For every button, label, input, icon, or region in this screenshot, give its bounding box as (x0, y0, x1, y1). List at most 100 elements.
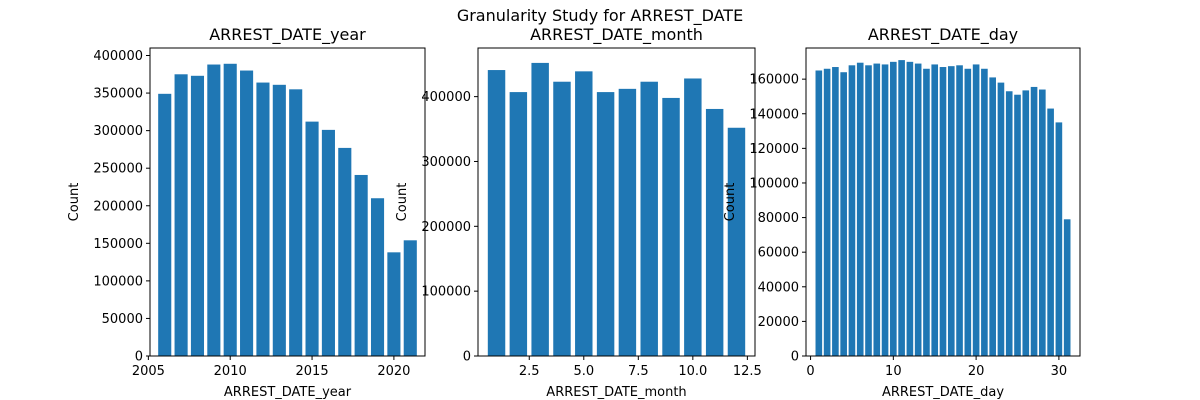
bar-5 (575, 71, 593, 356)
bar-3 (531, 62, 549, 356)
bar-13 (914, 63, 922, 356)
bar-20 (972, 64, 980, 356)
y-tick-label: 250000 (93, 162, 143, 177)
y-tick-label: 300000 (93, 124, 143, 139)
axes-frame (805, 47, 1081, 357)
bar-2020 (387, 252, 401, 356)
bar-2010 (223, 63, 237, 356)
bar-24 (1005, 91, 1013, 356)
bar-25 (1014, 94, 1021, 356)
y-tick-label: 0 (791, 350, 799, 365)
bar-11 (898, 60, 905, 357)
bar-23 (997, 82, 1005, 357)
y-tick-label: 140000 (749, 107, 799, 122)
bar-31 (1063, 219, 1071, 356)
bar-2006 (158, 93, 172, 356)
bar-2015 (305, 121, 319, 357)
y-tick-label: 350000 (93, 87, 143, 102)
y-tick-label: 20000 (758, 315, 799, 330)
x-tick-label: 20 (968, 364, 985, 379)
bar-2012 (256, 82, 270, 356)
chart-title: ARREST_DATE_year (209, 25, 366, 45)
bar-7 (865, 65, 872, 357)
bar-6 (856, 62, 864, 357)
bar-6 (596, 92, 615, 356)
bar-3 (832, 67, 839, 356)
axes-frame (477, 47, 756, 357)
bar-2016 (321, 129, 335, 356)
bar-4 (840, 72, 847, 356)
chart-panel-1: 2005 2010 2015 2020 0 50000 100000 150000 200000… (67, 25, 426, 400)
bar-18 (956, 65, 963, 357)
y-tick-label: 100000 (93, 274, 143, 289)
y-tick-label: 400000 (421, 90, 471, 105)
bar-2013 (272, 84, 286, 356)
bar-12 (727, 127, 746, 356)
bar-22 (989, 77, 996, 357)
bar-7 (618, 88, 637, 356)
x-tick-label: 2015 (296, 364, 329, 379)
bar-2014 (289, 89, 303, 356)
y-tick-label: 200000 (421, 220, 471, 235)
bar-10 (890, 61, 897, 357)
x-tick-label: 7.5 (628, 364, 649, 379)
y-tick-label: 150000 (93, 237, 143, 252)
bar-16 (939, 67, 947, 356)
y-tick-label: 100000 (421, 285, 471, 300)
x-tick-label: 10.0 (678, 364, 707, 379)
bar-2021 (403, 240, 417, 356)
bar-14 (923, 68, 930, 356)
bar-15 (931, 64, 939, 356)
bar-5 (848, 65, 856, 357)
x-axis-label: ARREST_DATE_month (546, 385, 686, 400)
y-tick-label: 200000 (93, 199, 143, 214)
bar-1 (815, 70, 823, 357)
bar-4 (553, 81, 571, 356)
y-axis-label: Count (67, 183, 82, 222)
bar-28 (1039, 89, 1046, 356)
y-tick-label: 80000 (758, 211, 799, 226)
x-tick-label: 2020 (377, 364, 410, 379)
bar-2011 (240, 70, 254, 356)
y-axis-label: Count (395, 183, 410, 222)
bar-2009 (207, 64, 221, 356)
x-tick-label: 0 (806, 364, 814, 379)
chart-panel-3: 0 10 20 30 0 20000 40000 60000 80000 100000 120000… (723, 25, 1081, 400)
x-axis-label: ARREST_DATE_day (882, 385, 1004, 400)
y-tick-label: 40000 (758, 280, 799, 295)
y-tick-label: 400000 (93, 49, 143, 64)
y-tick-label: 120000 (749, 142, 799, 157)
bar-2008 (190, 75, 205, 357)
bar-2 (509, 92, 528, 356)
bar-1 (487, 70, 506, 357)
bar-21 (981, 68, 988, 356)
chart-title: ARREST_DATE_month (530, 25, 703, 45)
y-tick-label: 160000 (749, 73, 799, 88)
bar-9 (881, 64, 889, 356)
bar-12 (906, 61, 914, 357)
bar-9 (662, 97, 680, 357)
bar-11 (705, 108, 724, 356)
x-tick-label: 10 (885, 364, 902, 379)
bar-27 (1030, 86, 1038, 357)
y-tick-label: 300000 (421, 155, 471, 170)
bar-2017 (338, 147, 352, 356)
bar-2007 (174, 74, 188, 356)
y-tick-label: 50000 (102, 312, 143, 327)
x-tick-label: 12.5 (733, 364, 762, 379)
figure-suptitle: Granularity Study for ARREST_DATE (457, 6, 743, 26)
bar-26 (1022, 90, 1030, 356)
bar-19 (964, 68, 972, 356)
bar-2019 (370, 198, 385, 356)
bar-2 (823, 68, 831, 356)
x-tick-label: 2005 (132, 364, 165, 379)
y-tick-label: 0 (463, 350, 471, 365)
x-tick-label: 2.5 (519, 364, 540, 379)
chart-panel-2: 2.5 5.0 7.5 10.0 12.5 0 100000 200000 300000 4000… (395, 25, 762, 400)
axes-frame (149, 47, 426, 357)
chart-title: ARREST_DATE_day (868, 25, 1018, 45)
bar-17 (947, 66, 955, 357)
bar-2018 (354, 174, 368, 356)
